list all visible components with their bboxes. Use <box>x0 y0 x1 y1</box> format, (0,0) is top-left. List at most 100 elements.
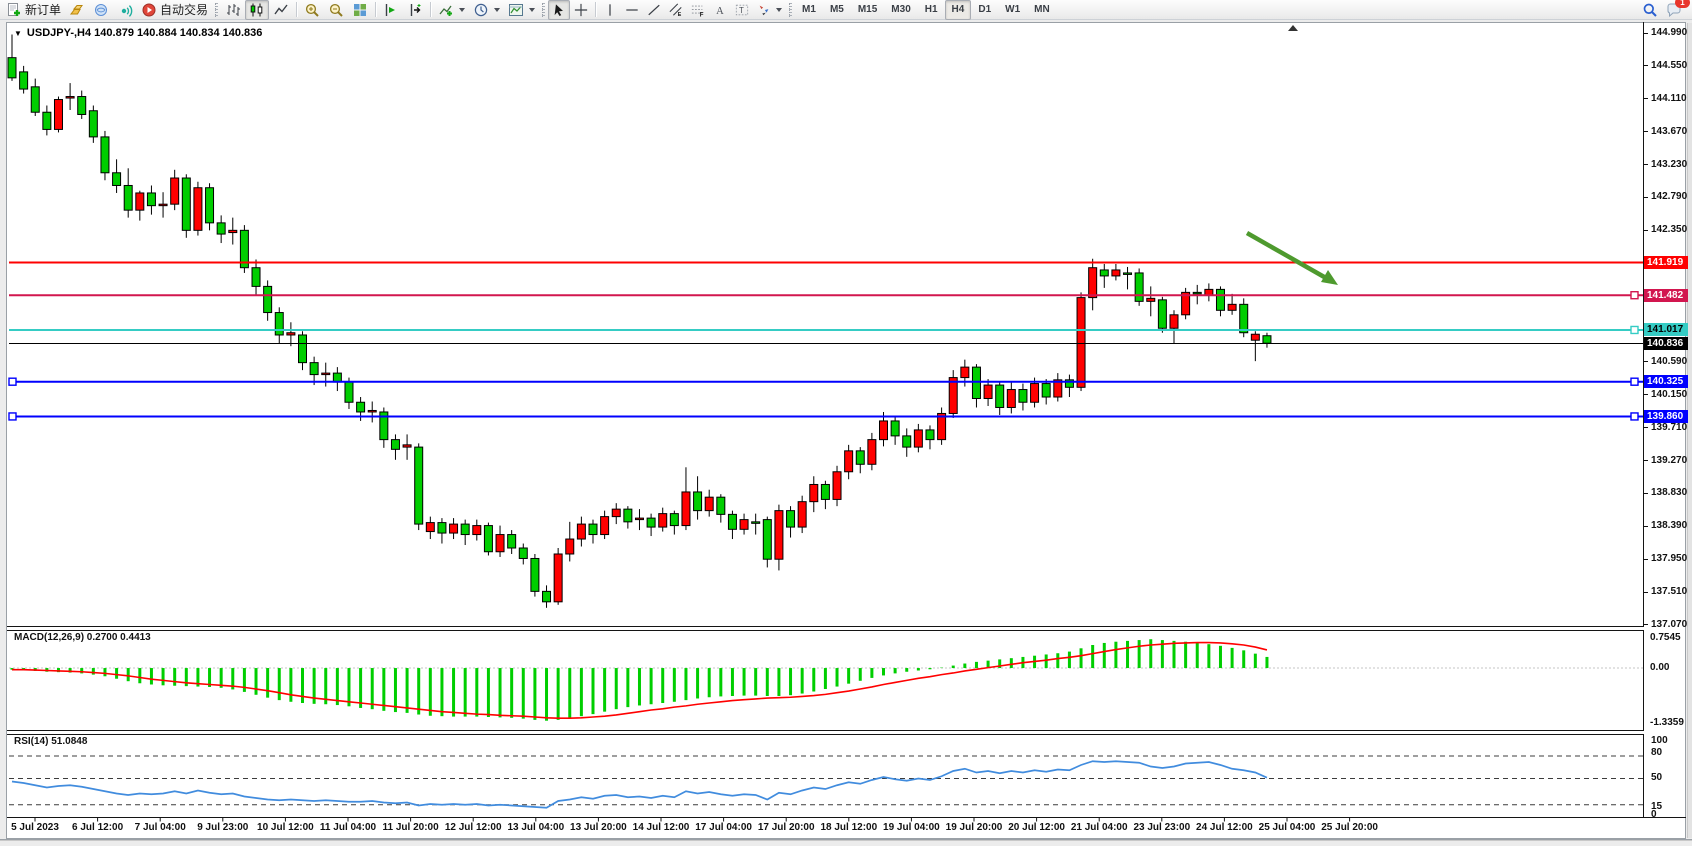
crosshair-icon <box>574 3 588 16</box>
time-axis-label: 17 Jul 04:00 <box>695 822 752 833</box>
periods-button[interactable] <box>469 0 504 20</box>
templates-icon <box>509 3 524 16</box>
horizontal-line-button[interactable] <box>621 0 643 20</box>
time-axis-label: 14 Jul 12:00 <box>632 822 690 833</box>
toolbar-separator <box>375 2 377 17</box>
auto-scroll-button[interactable] <box>379 0 403 20</box>
fibonacci-button[interactable]: F <box>687 0 709 20</box>
time-axis-label: 12 Jul 12:00 <box>444 822 502 833</box>
price-tick-dash <box>1643 558 1648 560</box>
price-tick-dash <box>1643 525 1648 527</box>
chart-title: ▼ USDJPY-,H4 140.879 140.884 140.834 140… <box>14 27 262 39</box>
toolbar-handle[interactable] <box>542 2 546 17</box>
equidistant-channel-button[interactable]: E <box>665 0 687 20</box>
price-tick-dash <box>1643 394 1648 396</box>
time-axis-label: 10 Jul 12:00 <box>257 822 314 833</box>
community-button[interactable] <box>89 0 113 20</box>
price-tag: 141.017 <box>1644 323 1688 337</box>
price-tick-dash <box>1643 196 1648 198</box>
price-tag: 140.836 <box>1644 336 1688 350</box>
time-axis-label: 17 Jul 20:00 <box>757 822 815 833</box>
auto-trading-button[interactable]: 自动交易 <box>137 0 212 20</box>
arrows-icon <box>759 5 769 15</box>
macd-scale-bottom: -1.3359 <box>1650 717 1684 728</box>
zoom-in-button[interactable] <box>300 0 324 20</box>
trend-line-button[interactable] <box>643 0 665 20</box>
arrows-button[interactable] <box>753 0 786 20</box>
price-tick-label: 142.350 <box>1651 224 1688 236</box>
indicators-dropdown-caret <box>459 7 466 12</box>
timeframe-m5[interactable]: M5 <box>829 3 844 15</box>
gold-button[interactable] <box>65 0 89 20</box>
macd-label: MACD(12,26,9) 0.2700 0.4413 <box>14 632 151 643</box>
price-tick-dash <box>1643 591 1648 593</box>
indicators-button[interactable] <box>434 0 469 20</box>
rsi-scale-label: 80 <box>1651 747 1663 758</box>
candlestick-chart-icon <box>250 3 263 16</box>
text-icon: A <box>716 5 724 16</box>
collapse-triangle-icon[interactable]: ▼ <box>14 28 22 38</box>
price-tick-label: 137.070 <box>1651 618 1688 630</box>
timeframe-h4[interactable]: H4 <box>944 0 972 20</box>
zoom-out-button[interactable] <box>324 0 348 20</box>
text-label-button[interactable]: T <box>731 0 753 20</box>
price-tick-label: 144.550 <box>1651 59 1688 71</box>
new-order-button[interactable]: 新订单 <box>2 0 65 20</box>
time-axis-label: 5 Jul 2023 <box>11 822 59 833</box>
time-axis-label: 6 Jul 12:00 <box>72 822 124 833</box>
fibonacci-icon: F <box>691 5 704 17</box>
search-button[interactable] <box>1638 0 1662 20</box>
timeframe-mn[interactable]: MN <box>1034 3 1050 15</box>
rsi-scale-label: 50 <box>1651 772 1663 783</box>
macd-scale-zero: 0.00 <box>1650 662 1670 673</box>
line-chart-button[interactable] <box>269 0 293 20</box>
time-axis-label: 19 Jul 04:00 <box>883 822 940 833</box>
price-tick-dash <box>1643 98 1648 100</box>
timeframe-m30[interactable]: M30 <box>891 3 911 15</box>
time-axis-label: 11 Jul 20:00 <box>382 822 439 833</box>
crosshair-button[interactable] <box>570 0 592 20</box>
chat-button[interactable]: 1 <box>1662 0 1690 20</box>
new-order-label: 新订单 <box>25 3 62 17</box>
text-button[interactable]: A <box>709 0 731 20</box>
timeframe-m1[interactable]: M1 <box>802 3 816 15</box>
community-icon <box>95 3 108 16</box>
time-axis-label: 21 Jul 04:00 <box>1070 822 1128 833</box>
svg-text:A: A <box>716 5 724 16</box>
timeframe-group: M1 M5 M15 M30 H1 H4 D1 W1 MN <box>795 0 1057 20</box>
macd-panel-separator[interactable] <box>7 626 1644 631</box>
price-tick-label: 140.590 <box>1651 355 1688 367</box>
toolbar-handle[interactable] <box>789 2 793 17</box>
templates-button[interactable] <box>504 0 539 20</box>
timeframe-d1[interactable]: D1 <box>978 3 992 15</box>
timeframe-w1[interactable]: W1 <box>1005 3 1021 15</box>
price-tick-dash <box>1643 624 1648 626</box>
price-tick-label: 139.270 <box>1651 454 1688 466</box>
signals-button[interactable] <box>113 0 137 20</box>
bar-chart-icon <box>227 3 241 16</box>
price-tick-label: 139.710 <box>1651 421 1688 433</box>
cursor-button[interactable] <box>548 0 571 20</box>
time-axis-label: 24 Jul 12:00 <box>1196 822 1253 833</box>
svg-text:E: E <box>678 12 682 17</box>
rsi-panel-separator[interactable] <box>7 730 1644 735</box>
chart-title-text: USDJPY-,H4 140.879 140.884 140.834 140.8… <box>26 27 263 39</box>
bar-chart-button[interactable] <box>221 0 245 20</box>
timeframe-m15[interactable]: M15 <box>857 3 878 15</box>
price-tick-label: 144.110 <box>1651 92 1687 104</box>
candlestick-chart-button[interactable] <box>245 0 270 20</box>
indicators-icon <box>439 5 453 16</box>
chart-shift-button[interactable] <box>403 0 427 20</box>
horizontal-line-icon <box>626 8 638 11</box>
chart-plot-area[interactable] <box>8 24 1643 818</box>
auto-trading-label: 自动交易 <box>160 3 209 17</box>
svg-text:T: T <box>739 6 744 15</box>
toolbar-handle[interactable] <box>215 2 219 17</box>
tile-windows-button[interactable] <box>348 0 372 20</box>
rsi-scale-label: 100 <box>1651 735 1668 746</box>
price-tick-dash <box>1643 65 1648 67</box>
cursor-icon <box>554 3 563 16</box>
vertical-line-button[interactable] <box>599 0 621 20</box>
timeframe-h1[interactable]: H1 <box>924 3 938 15</box>
price-tick-dash <box>1643 32 1648 34</box>
